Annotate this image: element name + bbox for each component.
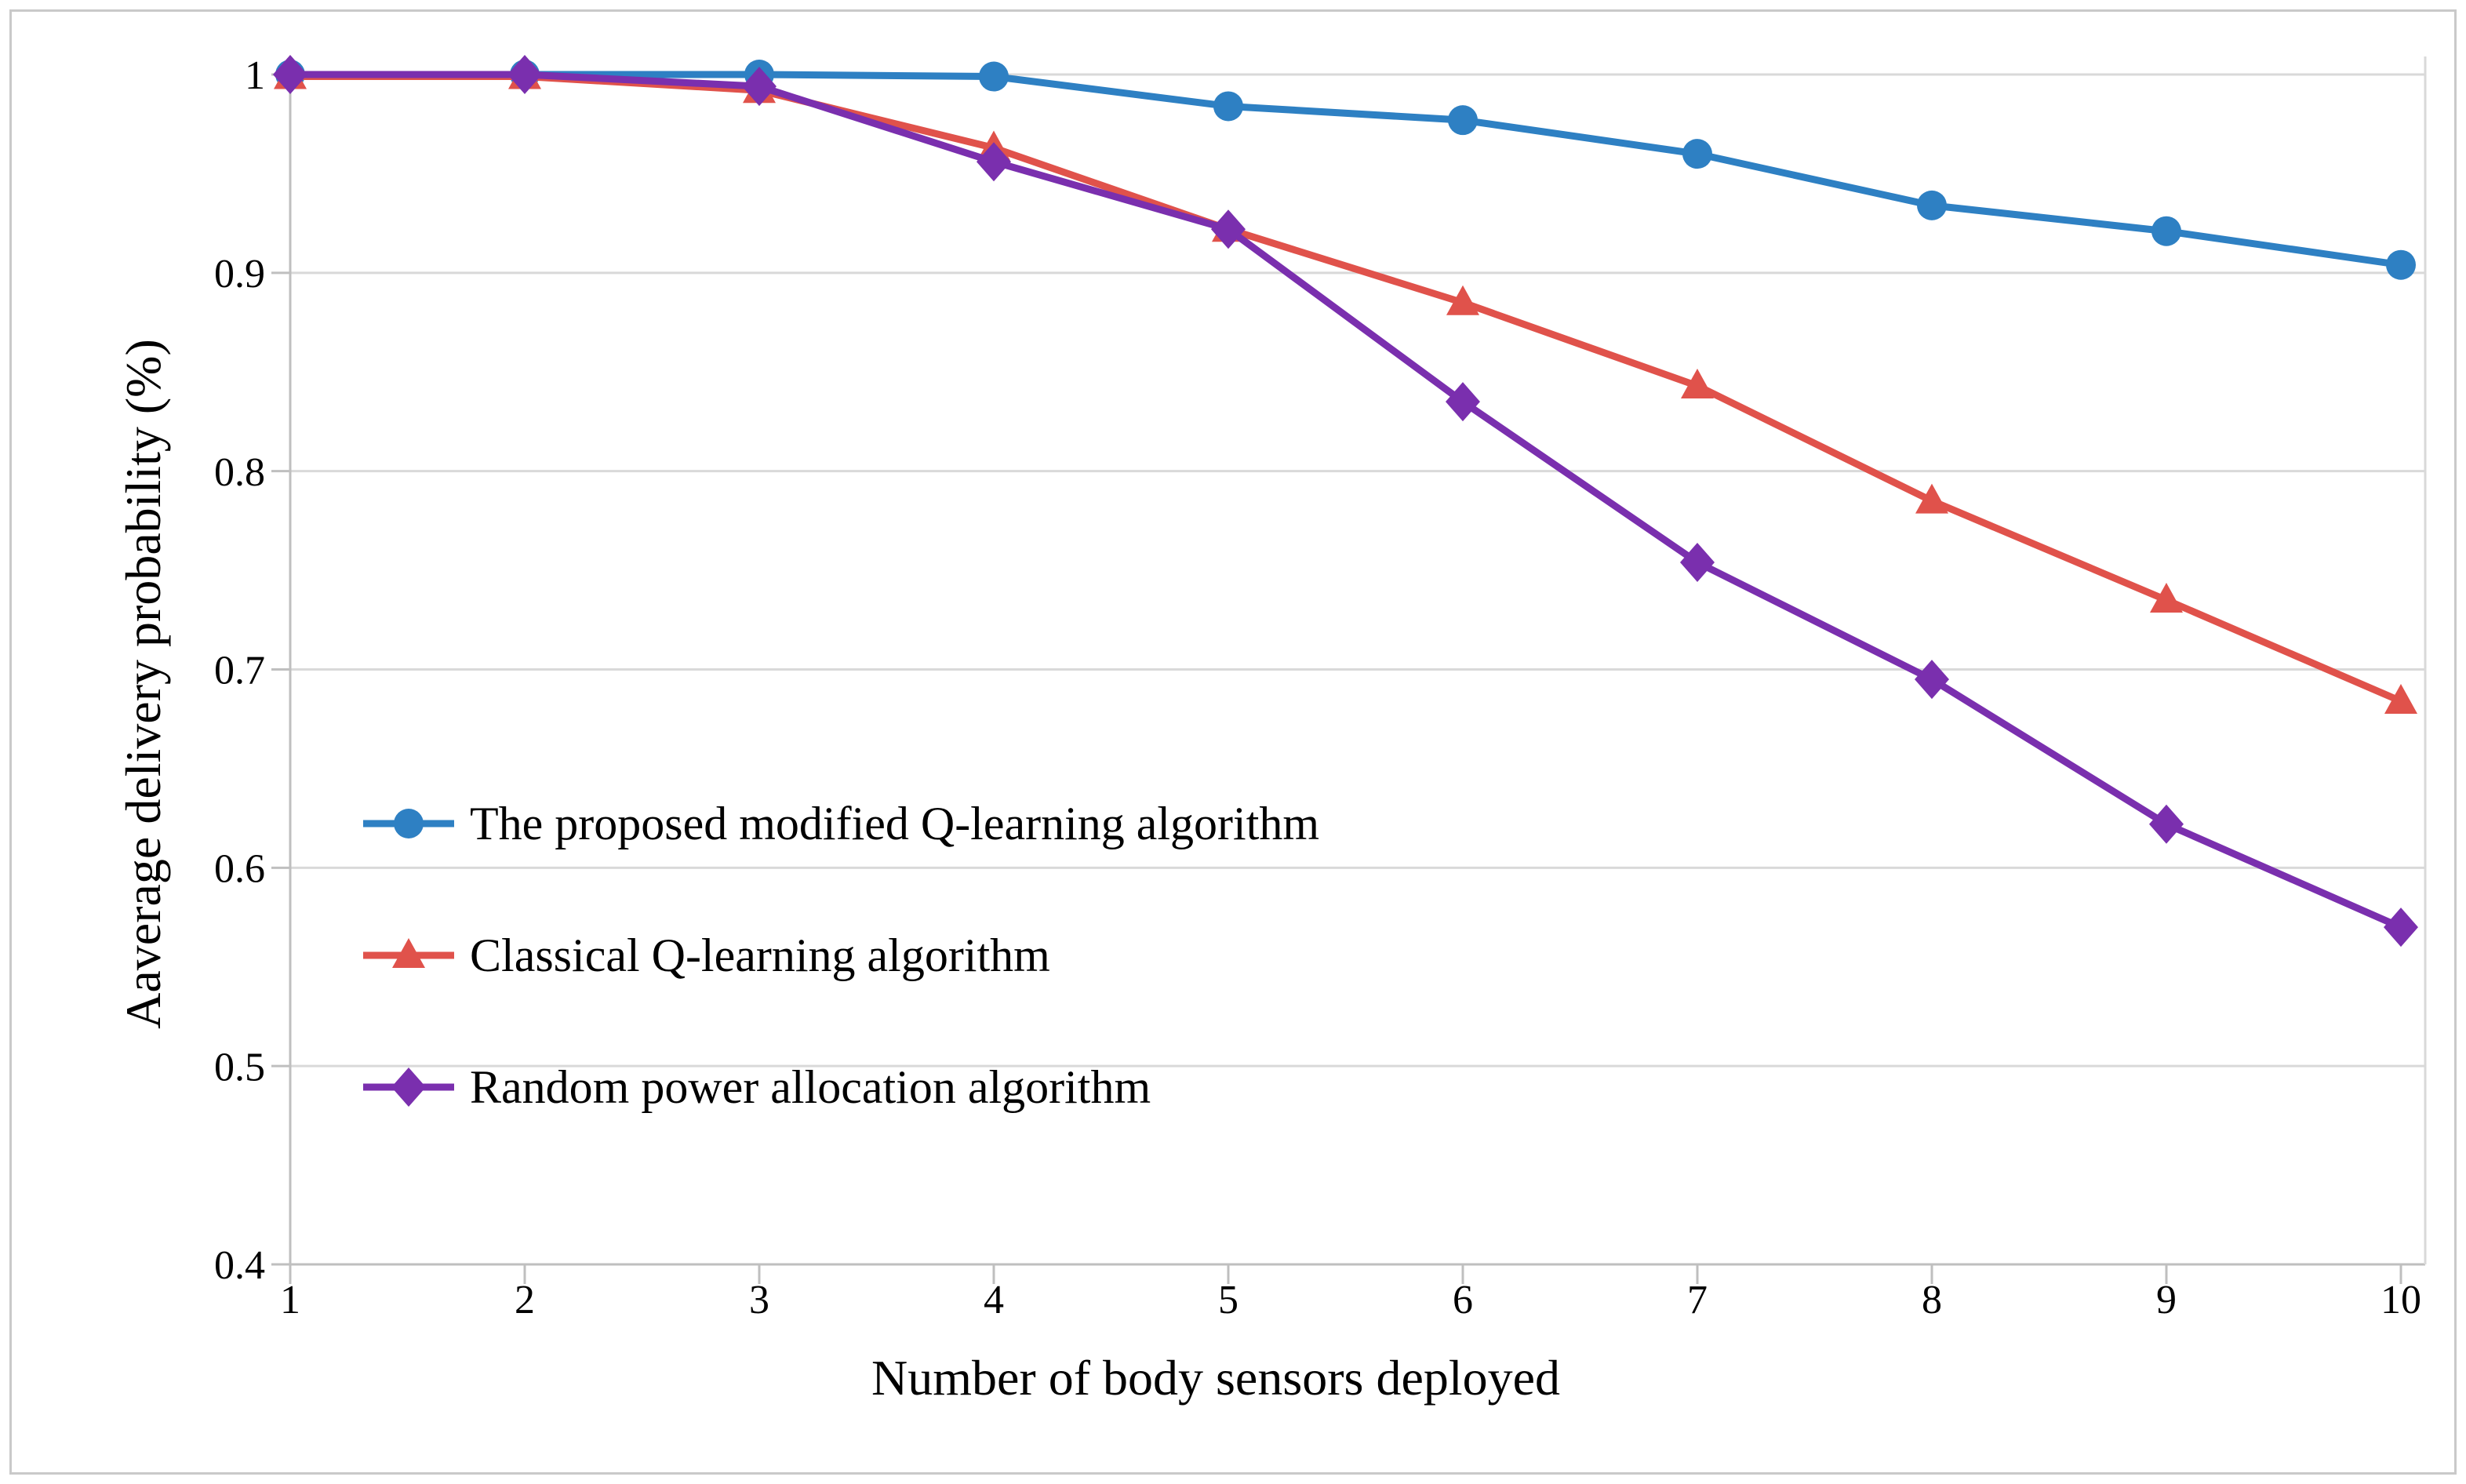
legend-label: Classical Q-learning algorithm xyxy=(470,929,1050,981)
x-axis-tick-label: 9 xyxy=(2156,1278,2177,1322)
data-point-classical-q-learning xyxy=(1681,368,1714,398)
x-axis-tick-label: 7 xyxy=(1687,1278,1708,1322)
data-point-random-power-allocation xyxy=(742,67,777,107)
y-axis-tick-label: 0.7 xyxy=(214,649,265,693)
legend: The proposed modified Q-learning algorit… xyxy=(363,788,1319,1122)
x-axis-tick-label: 3 xyxy=(749,1278,769,1322)
data-point-random-power-allocation xyxy=(507,55,542,94)
legend-label: Random power allocation algorithm xyxy=(470,1061,1151,1113)
y-axis-tick-label: 0.5 xyxy=(214,1045,265,1089)
data-point-random-power-allocation xyxy=(1680,542,1715,582)
x-axis-tick-label: 6 xyxy=(1453,1278,1473,1322)
series-line-classical-q-learning xyxy=(286,73,2405,705)
data-point-random-power-allocation xyxy=(2149,804,2184,844)
legend-label: The proposed modified Q-learning algorit… xyxy=(470,798,1320,849)
triangle-marker-icon xyxy=(363,938,454,968)
data-point-classical-q-learning xyxy=(1446,285,1479,315)
data-point-proposed-modified-q-learning xyxy=(1448,105,1478,136)
legend-item-classical-q-learning: Classical Q-learning algorithm xyxy=(363,920,1319,991)
data-point-random-power-allocation xyxy=(273,55,307,94)
data-point-proposed-modified-q-learning xyxy=(2386,249,2416,280)
circle-marker-icon xyxy=(363,809,454,838)
x-axis-tick-label: 8 xyxy=(1922,1278,1942,1322)
data-point-proposed-modified-q-learning xyxy=(2151,216,2181,246)
y-axis-tick-label: 1 xyxy=(245,53,265,98)
data-point-random-power-allocation xyxy=(977,142,1011,182)
y-axis-title: Aaverage delivery probability (%) xyxy=(115,339,171,1029)
legend-item-random-power-allocation: Random power allocation algorithm xyxy=(363,1052,1319,1122)
x-axis-tick-label: 4 xyxy=(984,1278,1004,1322)
legend-item-proposed-modified-q-learning: The proposed modified Q-learning algorit… xyxy=(363,788,1319,859)
x-axis-tick-label: 5 xyxy=(1218,1278,1238,1322)
series-line-proposed-modified-q-learning xyxy=(286,71,2405,269)
data-point-proposed-modified-q-learning xyxy=(1917,190,1947,220)
y-axis-tick-label: 0.8 xyxy=(214,450,265,495)
data-point-random-power-allocation xyxy=(2384,907,2418,948)
x-axis-title: Number of body sensors deployed xyxy=(871,1350,1561,1406)
data-point-proposed-modified-q-learning xyxy=(979,61,1009,92)
y-axis-tick-label: 0.6 xyxy=(214,847,265,892)
data-point-proposed-modified-q-learning xyxy=(1213,91,1243,122)
data-point-random-power-allocation xyxy=(1446,382,1480,422)
series-line-random-power-allocation xyxy=(286,71,2405,931)
diamond-marker-icon xyxy=(363,1068,454,1107)
x-axis-tick-label: 10 xyxy=(2381,1278,2421,1322)
data-point-proposed-modified-q-learning xyxy=(1682,139,1712,169)
y-axis-tick-label: 0.4 xyxy=(214,1243,265,1288)
data-point-classical-q-learning xyxy=(2384,683,2417,714)
data-point-random-power-allocation xyxy=(1915,660,1949,700)
data-point-classical-q-learning xyxy=(1915,483,1948,514)
x-axis-tick-label: 2 xyxy=(515,1278,535,1322)
data-point-random-power-allocation xyxy=(1211,209,1246,249)
data-point-classical-q-learning xyxy=(2150,583,2183,613)
y-axis-tick-label: 0.9 xyxy=(214,252,265,296)
x-axis-tick-label: 1 xyxy=(280,1278,300,1322)
